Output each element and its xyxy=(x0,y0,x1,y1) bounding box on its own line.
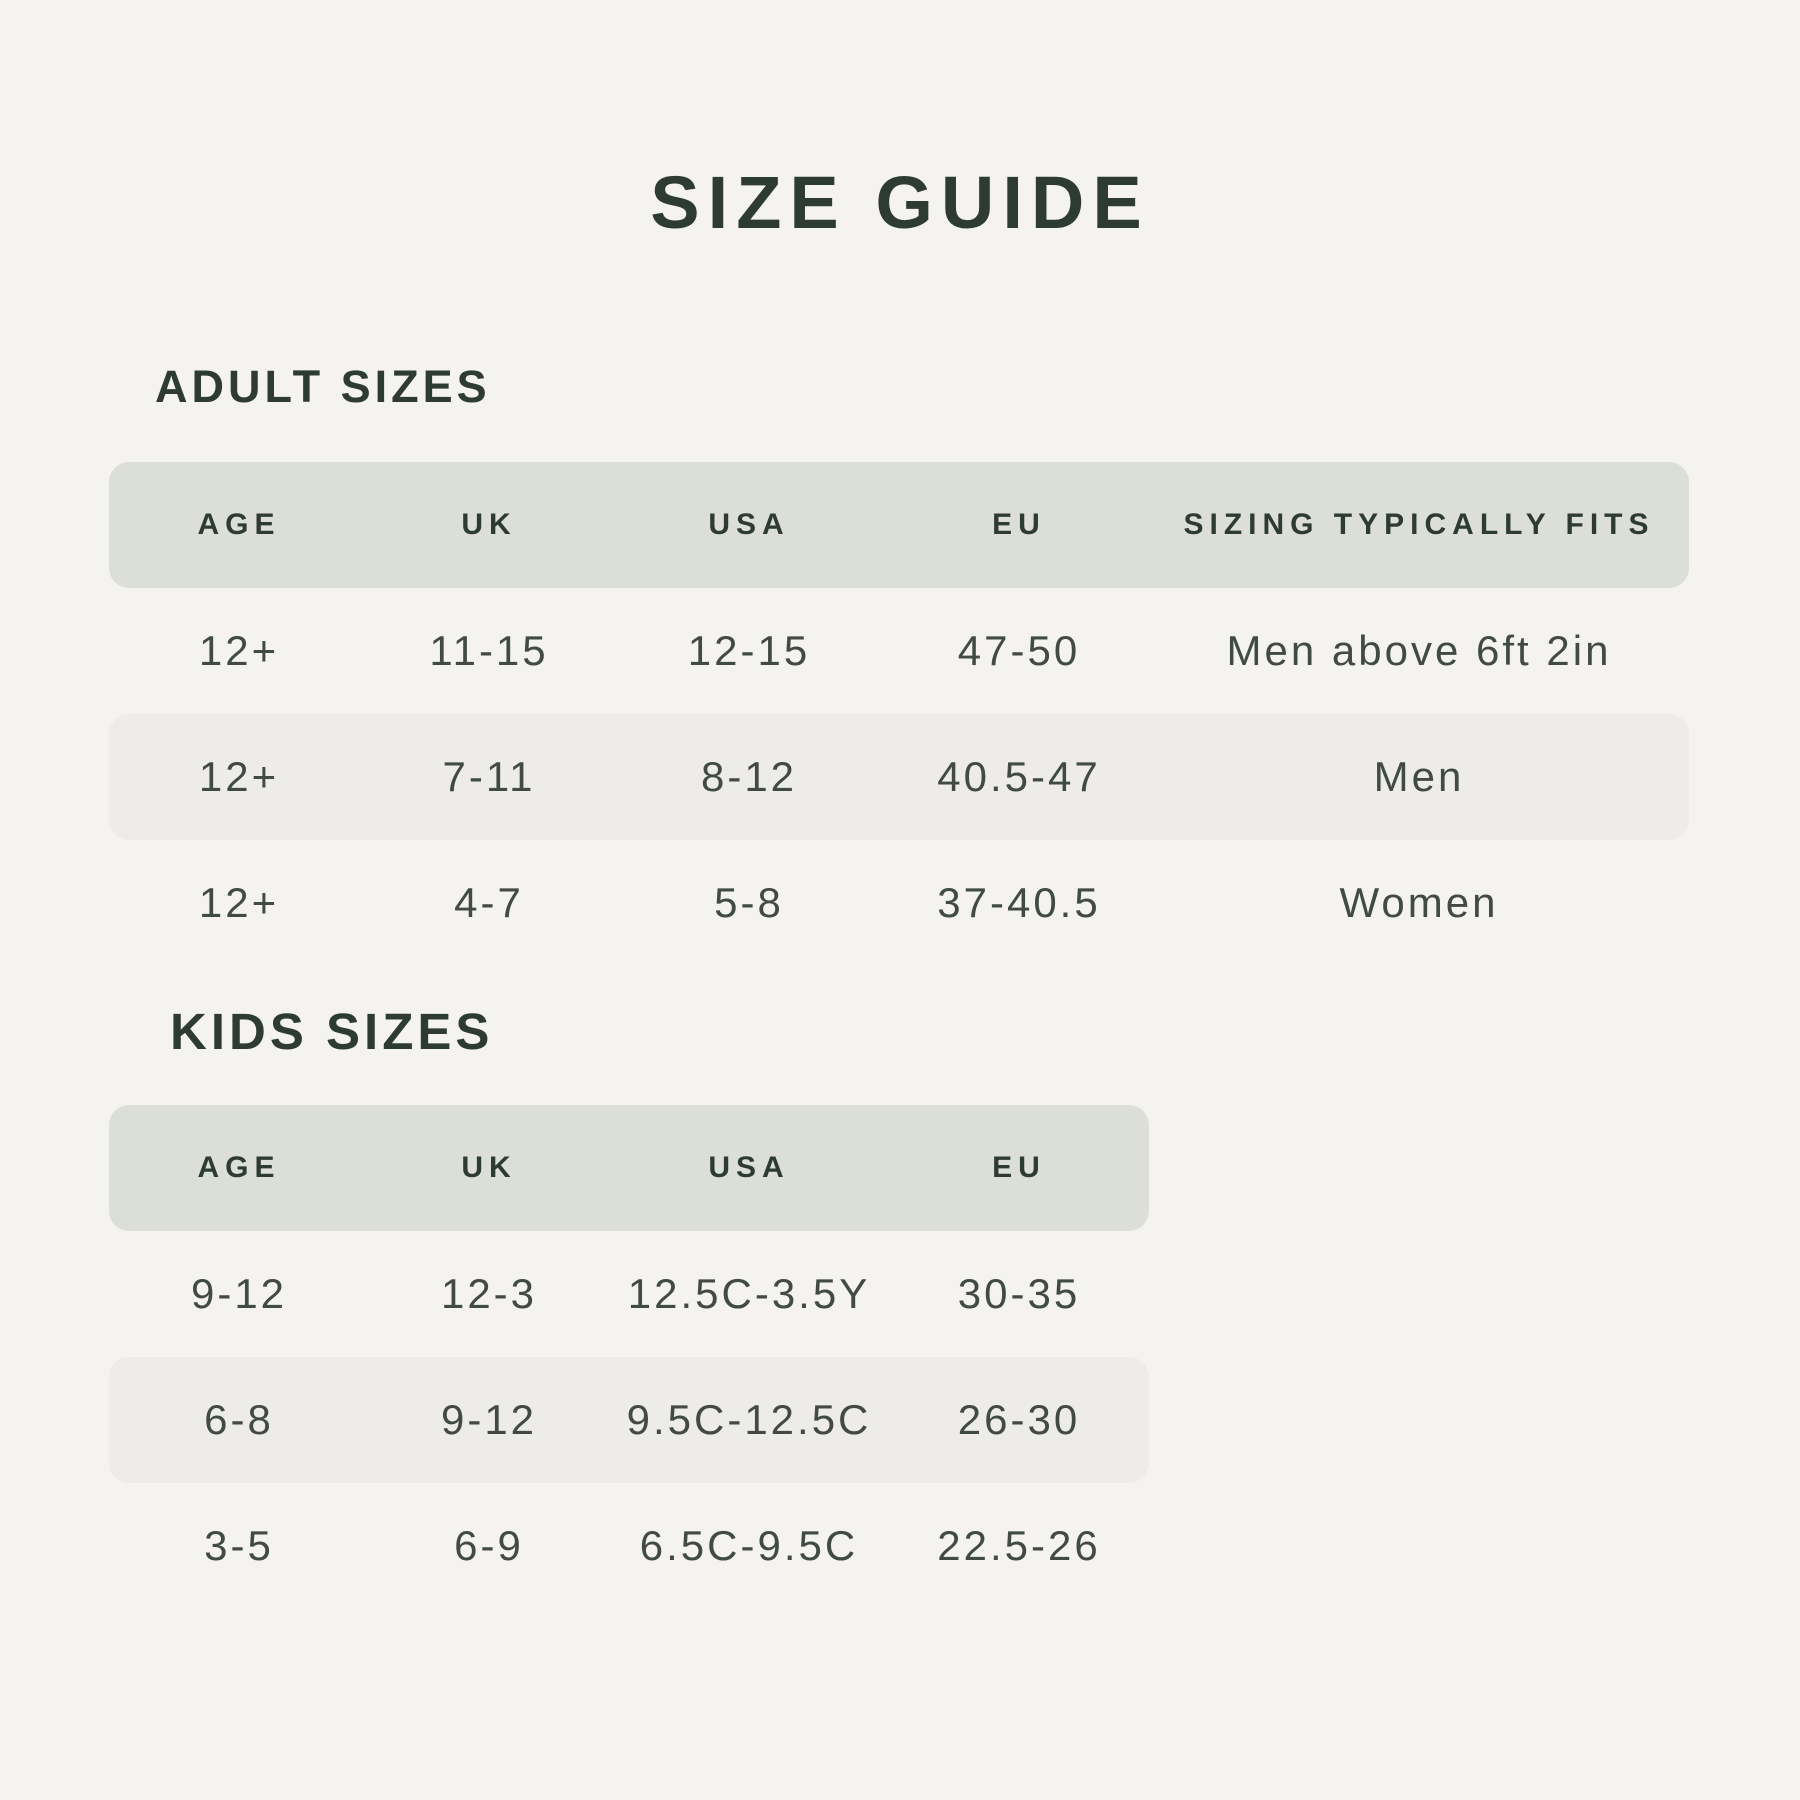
table-row: 12+ 4-7 5-8 37-40.5 Women xyxy=(109,840,1689,966)
table-row: 12+ 11-15 12-15 47-50 Men above 6ft 2in xyxy=(109,588,1689,714)
table-cell: 12.5C-3.5Y xyxy=(627,1270,871,1317)
table-row: 9-12 12-3 12.5C-3.5Y 30-35 xyxy=(109,1231,1149,1357)
table-cell: 5-8 xyxy=(714,879,784,926)
table-cell: 26-30 xyxy=(957,1396,1081,1443)
column-header: AGE xyxy=(197,508,281,541)
page-title: SIZE GUIDE xyxy=(650,161,1150,244)
kids-sizes-table: AGE UK USA EU 9-12 12-3 12.5C-3.5Y 30-35 6-8 9-12… xyxy=(109,1105,1149,1609)
table-cell: 22.5-26 xyxy=(937,1522,1101,1569)
table-row: 12+ 7-11 8-12 40.5-47 Men xyxy=(109,714,1689,840)
table-cell: 12-3 xyxy=(440,1270,538,1317)
table-header-row: AGE UK USA EU SIZING TYPICALLY FITS xyxy=(109,462,1689,588)
table-cell: 11-15 xyxy=(429,627,549,674)
table-row: 3-5 6-9 6.5C-9.5C 22.5-26 xyxy=(109,1483,1149,1609)
table-cell: 12+ xyxy=(198,753,280,800)
table-cell: 37-40.5 xyxy=(937,879,1101,926)
table-cell: 6.5C-9.5C xyxy=(639,1522,859,1569)
column-header: EU xyxy=(992,508,1046,541)
column-header: EU xyxy=(992,1151,1046,1184)
column-header: SIZING TYPICALLY FITS xyxy=(1183,508,1655,541)
adult-sizes-heading: ADULT SIZES xyxy=(155,361,491,412)
column-header: UK xyxy=(461,508,517,541)
table-cell: 3-5 xyxy=(204,1522,274,1569)
table-cell: 7-11 xyxy=(442,753,536,800)
table-cell: 9-12 xyxy=(440,1396,538,1443)
table-cell: 30-35 xyxy=(957,1270,1081,1317)
table-cell: Men xyxy=(1373,753,1465,800)
table-cell: 9-12 xyxy=(190,1270,288,1317)
table-cell: 12-15 xyxy=(687,627,811,674)
column-header: AGE xyxy=(197,1151,281,1184)
column-header: USA xyxy=(708,1151,790,1184)
adult-sizes-table: AGE UK USA EU SIZING TYPICALLY FITS 12+ 11-15 1… xyxy=(109,462,1689,966)
table-cell: 12+ xyxy=(198,879,280,926)
table-cell: Women xyxy=(1339,879,1499,926)
table-header-row: AGE UK USA EU xyxy=(109,1105,1149,1231)
table-cell: 8-12 xyxy=(700,753,798,800)
table-row: 6-8 9-12 9.5C-12.5C 26-30 xyxy=(109,1357,1149,1483)
table-cell: Men above 6ft 2in xyxy=(1226,627,1612,674)
table-cell: 4-7 xyxy=(454,879,524,926)
column-header: USA xyxy=(708,508,790,541)
table-cell: 9.5C-12.5C xyxy=(626,1396,872,1443)
column-header: UK xyxy=(461,1151,517,1184)
table-cell: 6-8 xyxy=(204,1396,274,1443)
table-cell: 6-9 xyxy=(454,1522,524,1569)
table-cell: 12+ xyxy=(198,627,280,674)
table-cell: 40.5-47 xyxy=(937,753,1101,800)
kids-sizes-heading: KIDS SIZES xyxy=(170,1003,494,1060)
table-cell: 47-50 xyxy=(957,627,1081,674)
